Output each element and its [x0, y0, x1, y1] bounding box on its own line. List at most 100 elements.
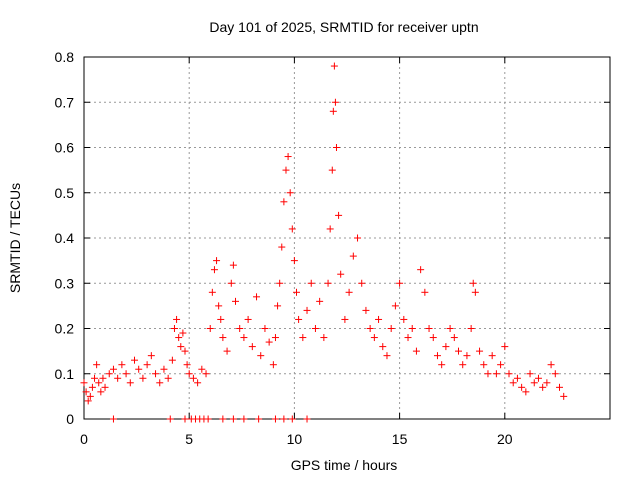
- data-point: [122, 370, 130, 378]
- data-point: [130, 356, 138, 364]
- data-point: [198, 365, 206, 373]
- data-point: [501, 343, 509, 351]
- data-point: [177, 343, 185, 351]
- y-tick-label: 0.1: [55, 366, 75, 382]
- data-point: [326, 225, 334, 233]
- data-point: [156, 379, 164, 387]
- data-point: [213, 257, 221, 265]
- data-point: [383, 352, 391, 360]
- data-point: [261, 325, 269, 332]
- data-point: [240, 415, 248, 423]
- data-point: [539, 383, 547, 391]
- data-point: [95, 379, 103, 387]
- data-point: [282, 166, 290, 174]
- data-point: [210, 266, 218, 274]
- data-point: [446, 325, 454, 332]
- data-point: [166, 415, 174, 423]
- data-point: [332, 144, 340, 151]
- data-point: [244, 315, 252, 323]
- data-point: [240, 334, 248, 342]
- y-tick-label: 0: [66, 411, 74, 427]
- data-point: [450, 334, 458, 342]
- data-point: [126, 379, 134, 387]
- data-point: [255, 415, 263, 423]
- data-point: [80, 379, 88, 387]
- data-point: [271, 334, 279, 342]
- y-tick-label: 0.3: [55, 275, 75, 291]
- data-point: [189, 374, 197, 382]
- x-tick-label: 5: [185, 431, 193, 447]
- y-tick-label: 0.5: [55, 185, 75, 201]
- x-tick-label: 20: [497, 431, 513, 447]
- plot-frame: [83, 56, 611, 420]
- data-point: [86, 392, 94, 400]
- y-axis-label: SRMTID / TECUs: [7, 183, 23, 293]
- x-tick-label: 10: [287, 431, 303, 447]
- data-point: [560, 392, 568, 400]
- data-point: [93, 361, 101, 369]
- data-point: [295, 315, 303, 323]
- data-point: [202, 370, 210, 378]
- data-point: [404, 334, 412, 342]
- data-point: [341, 315, 349, 323]
- data-point: [366, 325, 374, 332]
- data-point: [204, 415, 212, 423]
- data-point: [179, 329, 187, 337]
- chart-title: Day 101 of 2025, SRMTID for receiver upt…: [209, 19, 478, 35]
- data-point: [248, 343, 256, 351]
- y-tick-label: 0.6: [55, 140, 75, 156]
- data-point: [433, 352, 441, 360]
- data-point: [152, 370, 160, 378]
- data-point: [288, 415, 296, 423]
- data-point: [280, 415, 288, 423]
- data-point: [358, 279, 366, 287]
- x-tick-label: 15: [392, 431, 408, 447]
- data-point: [329, 107, 337, 115]
- x-axis-label: GPS time / hours: [291, 457, 398, 473]
- data-points: [80, 62, 568, 423]
- data-point: [467, 325, 475, 332]
- data-point: [429, 334, 437, 342]
- data-point: [455, 347, 463, 355]
- data-point: [417, 266, 425, 274]
- data-point: [442, 343, 450, 351]
- data-point: [118, 361, 126, 369]
- data-point: [522, 388, 530, 396]
- data-point: [375, 315, 383, 323]
- data-point: [231, 297, 239, 305]
- data-point: [509, 379, 517, 387]
- data-point: [236, 325, 244, 332]
- data-point: [547, 361, 555, 369]
- data-point: [370, 334, 378, 342]
- data-point: [400, 315, 408, 323]
- data-point: [425, 325, 433, 332]
- data-point: [337, 270, 345, 278]
- data-point: [114, 374, 122, 382]
- data-point: [229, 261, 237, 269]
- data-point: [513, 374, 521, 382]
- data-point: [229, 415, 237, 423]
- data-point: [459, 361, 467, 369]
- data-point: [335, 211, 343, 219]
- data-point: [139, 374, 147, 382]
- data-point: [469, 279, 477, 287]
- data-point: [217, 315, 225, 323]
- data-point: [471, 288, 479, 296]
- x-tick-label: 0: [80, 431, 88, 447]
- data-point: [183, 361, 191, 369]
- data-point: [143, 361, 151, 369]
- data-point: [227, 279, 235, 287]
- data-point: [320, 334, 328, 342]
- data-point: [288, 225, 296, 233]
- data-point: [463, 352, 471, 360]
- data-point: [170, 325, 178, 332]
- data-point: [497, 361, 505, 369]
- data-point: [311, 325, 319, 332]
- y-tick-label: 0.8: [55, 49, 75, 65]
- data-point: [101, 383, 109, 391]
- gridlines: [84, 57, 610, 419]
- data-point: [97, 388, 105, 396]
- data-point: [391, 302, 399, 310]
- data-point: [526, 370, 534, 378]
- data-point: [396, 279, 404, 287]
